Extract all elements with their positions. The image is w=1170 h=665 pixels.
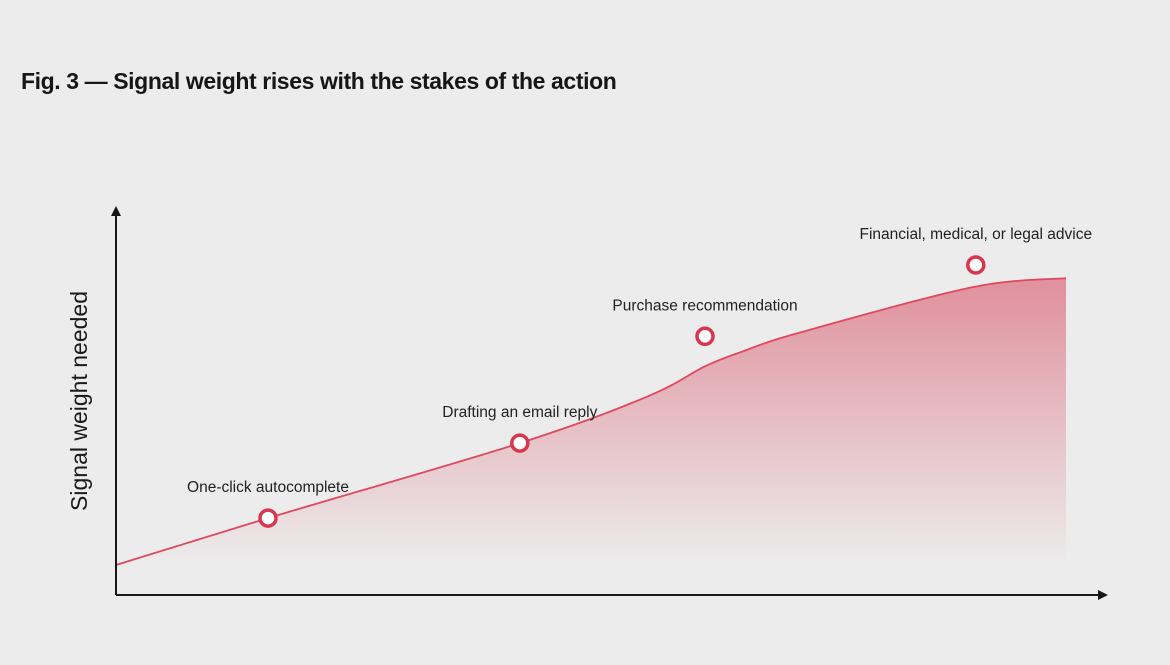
- point-label: Financial, medical, or legal advice: [859, 226, 1092, 243]
- point-marker: [695, 326, 715, 347]
- y-axis-title: Signal weight needed: [66, 291, 92, 511]
- x-axis-arrow: [1098, 590, 1108, 600]
- point-label: Drafting an email reply: [442, 404, 597, 421]
- point-markers: One-click autocomplete Drafting an email …: [187, 226, 1092, 528]
- point-label: One-click autocomplete: [187, 479, 349, 496]
- point-marker: [258, 508, 278, 528]
- point-marker: [510, 433, 530, 453]
- figure-title: Fig. 3 — Signal weight rises with the st…: [21, 68, 617, 94]
- point-marker: [966, 255, 986, 275]
- y-axis-arrow: [111, 206, 121, 216]
- point-label: Purchase recommendation: [612, 297, 797, 314]
- series-line: [115, 277, 1067, 566]
